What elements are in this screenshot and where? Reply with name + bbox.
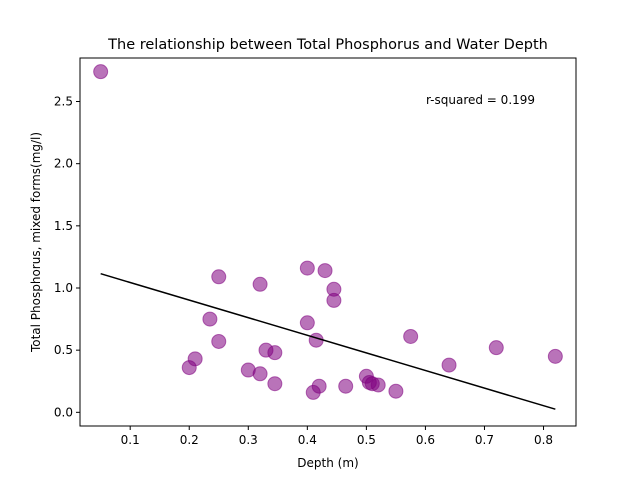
data-point	[252, 276, 268, 292]
points-layer	[93, 64, 563, 400]
y-axis-label: Total Phosphorus, mixed forms(mg/l)	[29, 132, 43, 353]
data-point	[299, 315, 315, 331]
y-tick-label: 0.5	[54, 343, 73, 357]
data-point	[252, 366, 268, 382]
data-point	[547, 348, 563, 364]
data-point	[267, 345, 283, 361]
x-tick-label: 0.2	[180, 433, 199, 447]
data-point	[370, 377, 386, 393]
x-axis: 0.1 0.2 0.3 0.4 0.5 0.6 0.7 0.8	[121, 426, 553, 447]
regression-line-layer	[100, 272, 556, 410]
x-tick-label: 0.4	[298, 433, 317, 447]
y-tick-label: 0.0	[54, 405, 73, 419]
data-point	[338, 378, 354, 394]
x-tick-label: 0.1	[121, 433, 140, 447]
data-point	[202, 311, 218, 327]
y-tick-label: 1.5	[54, 219, 73, 233]
data-point	[187, 351, 203, 367]
x-axis-label: Depth (m)	[297, 456, 358, 470]
data-point	[267, 376, 283, 392]
data-point	[93, 64, 109, 80]
x-tick-label: 0.6	[416, 433, 435, 447]
y-tick-label: 2.5	[54, 95, 73, 109]
r-squared-annotation: r-squared = 0.199	[426, 93, 535, 107]
data-point	[403, 328, 419, 344]
data-point	[488, 340, 504, 356]
data-point	[441, 357, 457, 373]
data-point	[388, 383, 404, 399]
y-axis: 0.0 0.5 1.0 1.5 2.0 2.5	[54, 95, 80, 419]
data-point	[317, 263, 333, 279]
data-point	[326, 292, 342, 308]
plot-area	[79, 57, 577, 427]
data-point	[308, 332, 324, 348]
data-point	[311, 378, 327, 394]
regression-line	[100, 272, 556, 410]
data-point	[211, 269, 227, 285]
chart-title: The relationship between Total Phosphoru…	[107, 37, 548, 53]
x-tick-label: 0.7	[475, 433, 494, 447]
data-point	[299, 260, 315, 276]
y-tick-label: 2.0	[54, 157, 73, 171]
x-tick-label: 0.5	[357, 433, 376, 447]
x-tick-label: 0.8	[534, 433, 553, 447]
plot-frame	[79, 57, 577, 427]
data-point	[211, 333, 227, 349]
y-tick-label: 1.0	[54, 281, 73, 295]
x-tick-label: 0.3	[239, 433, 258, 447]
